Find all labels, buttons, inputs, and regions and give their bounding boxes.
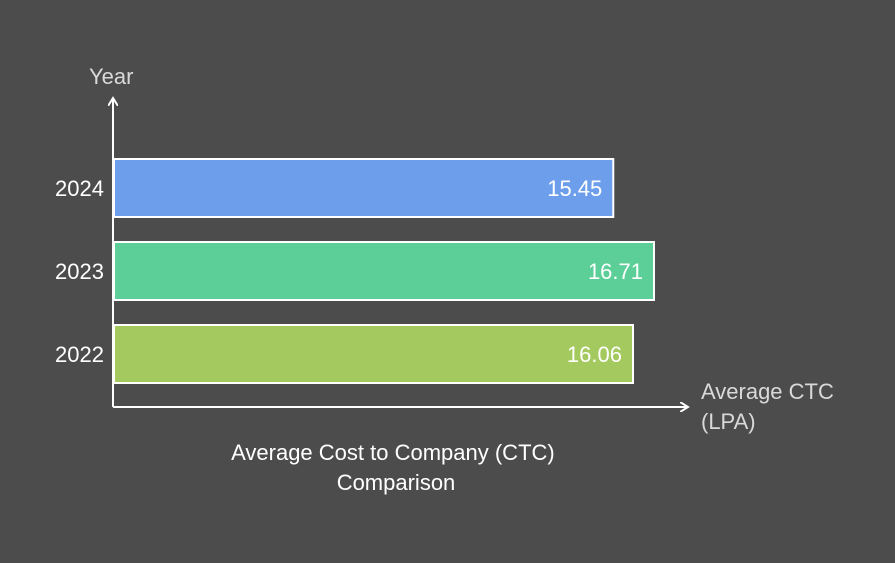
chart-title: Average Cost to Company (CTC) Comparison [231, 440, 561, 495]
y-axis-label: Year [89, 64, 133, 89]
y-tick-label-2022: 2022 [55, 342, 104, 367]
bar-value-label-2023: 16.71 [588, 259, 643, 284]
chart-title-line-1: Average Cost to Company (CTC) [231, 440, 555, 465]
x-axis-label-line-2: (LPA) [701, 409, 756, 434]
y-tick-label-2023: 2023 [55, 259, 104, 284]
bar-2022 [113, 324, 634, 384]
x-axis-label: Average CTC (LPA) [701, 379, 840, 434]
bar-2023 [113, 241, 655, 301]
bars-group: 15.45 2024 16.71 2023 16.06 2022 [55, 158, 655, 384]
bar-value-label-2022: 16.06 [567, 342, 622, 367]
x-axis-label-line-1: Average CTC [701, 379, 834, 404]
bar-value-label-2024: 15.45 [547, 176, 602, 201]
chart-title-line-2: Comparison [337, 470, 456, 495]
y-tick-label-2024: 2024 [55, 176, 104, 201]
bar-2024 [113, 158, 615, 218]
